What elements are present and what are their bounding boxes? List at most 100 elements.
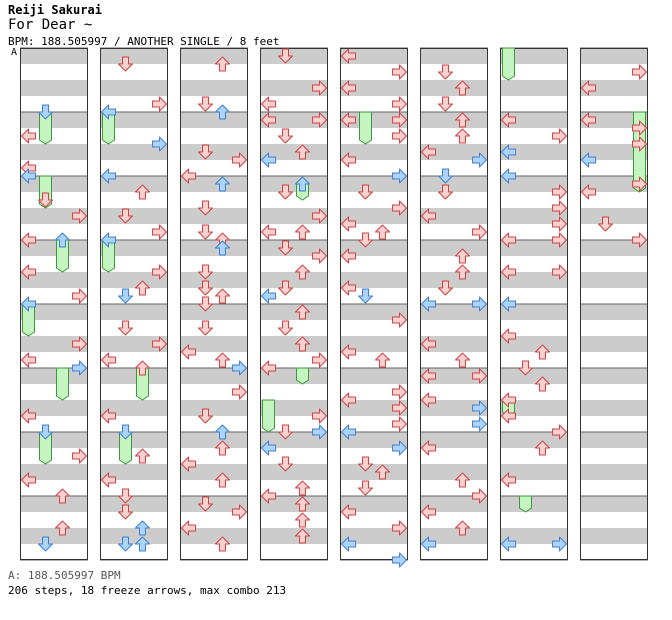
- chart-column-3: [180, 47, 248, 561]
- arrow-right-icon: [392, 416, 407, 432]
- arrow-up-icon: [215, 440, 230, 456]
- arrow-down-icon: [518, 360, 533, 376]
- arrow-right-icon: [392, 128, 407, 144]
- arrow-up-icon: [535, 344, 550, 360]
- stripe: [180, 336, 248, 352]
- stripe: [340, 304, 408, 320]
- arrow-up-icon: [295, 512, 310, 528]
- arrow-right-icon: [632, 176, 647, 192]
- arrow-right-icon: [72, 360, 87, 376]
- arrow-up-icon: [135, 280, 150, 296]
- arrow-down-icon: [198, 280, 213, 296]
- arrow-up-icon: [215, 56, 230, 72]
- stripe: [180, 48, 248, 64]
- arrow-left-icon: [101, 168, 116, 184]
- arrow-left-icon: [261, 152, 276, 168]
- arrow-left-icon: [261, 440, 276, 456]
- arrow-left-icon: [21, 296, 36, 312]
- arrow-down-icon: [38, 536, 53, 552]
- arrow-left-icon: [501, 296, 516, 312]
- arrow-left-icon: [581, 80, 596, 96]
- arrow-right-icon: [152, 96, 167, 112]
- arrow-up-icon: [135, 360, 150, 376]
- arrow-right-icon: [392, 200, 407, 216]
- stripe: [180, 432, 248, 448]
- arrow-left-icon: [341, 48, 356, 64]
- arrow-left-icon: [21, 352, 36, 368]
- arrow-left-icon: [181, 168, 196, 184]
- arrow-up-icon: [215, 176, 230, 192]
- arrow-down-icon: [278, 456, 293, 472]
- stripe: [500, 240, 568, 256]
- stripe: [100, 208, 168, 224]
- stripe: [500, 80, 568, 96]
- arrow-left-icon: [501, 472, 516, 488]
- arrow-right-icon: [552, 184, 567, 200]
- arrow-right-icon: [472, 368, 487, 384]
- stripe: [100, 48, 168, 64]
- arrow-down-icon: [438, 184, 453, 200]
- arrow-right-icon: [312, 80, 327, 96]
- arrow-up-icon: [135, 520, 150, 536]
- arrow-left-icon: [421, 296, 436, 312]
- arrow-up-icon: [535, 376, 550, 392]
- arrow-left-icon: [501, 232, 516, 248]
- stripe: [420, 208, 488, 224]
- arrow-left-icon: [421, 504, 436, 520]
- arrow-down-icon: [438, 96, 453, 112]
- arrow-left-icon: [341, 280, 356, 296]
- arrow-down-icon: [438, 168, 453, 184]
- column-border: [180, 48, 248, 560]
- arrow-down-icon: [198, 296, 213, 312]
- stripe: [420, 528, 488, 544]
- arrow-down-icon: [358, 480, 373, 496]
- stripe: [580, 48, 648, 64]
- freeze-arrow-up: [296, 367, 309, 385]
- stripe: [340, 80, 408, 96]
- stripe: [260, 144, 328, 160]
- arrow-down-icon: [118, 320, 133, 336]
- stripe: [20, 432, 88, 448]
- stripe: [500, 48, 568, 64]
- arrow-left-icon: [501, 168, 516, 184]
- stripe: [180, 528, 248, 544]
- arrow-left-icon: [421, 144, 436, 160]
- arrow-down-icon: [438, 280, 453, 296]
- stripe: [260, 336, 328, 352]
- arrow-right-icon: [312, 208, 327, 224]
- stripe: [20, 496, 88, 512]
- stripe: [580, 272, 648, 288]
- stripe: [500, 528, 568, 544]
- arrow-up-icon: [215, 240, 230, 256]
- stripe: [260, 112, 328, 128]
- stripe: [260, 240, 328, 256]
- arrow-right-icon: [632, 136, 647, 152]
- arrow-right-icon: [552, 216, 567, 232]
- stripe: [100, 528, 168, 544]
- arrow-right-icon: [552, 264, 567, 280]
- arrow-left-icon: [181, 344, 196, 360]
- stripe: [20, 464, 88, 480]
- stripe: [100, 272, 168, 288]
- stripe: [180, 304, 248, 320]
- stripe: [100, 464, 168, 480]
- arrow-left-icon: [501, 112, 516, 128]
- stripe: [100, 80, 168, 96]
- stripe: [20, 144, 88, 160]
- arrow-left-icon: [181, 520, 196, 536]
- chart-column-4: [260, 47, 328, 561]
- arrow-down-icon: [278, 128, 293, 144]
- arrow-right-icon: [392, 400, 407, 416]
- stripe: [420, 368, 488, 384]
- stripe: [20, 336, 88, 352]
- arrow-up-icon: [375, 464, 390, 480]
- stripe: [340, 208, 408, 224]
- stripe: [100, 368, 168, 384]
- arrow-right-icon: [232, 360, 247, 376]
- stripe: [500, 464, 568, 480]
- freeze-arrows: [22, 47, 646, 513]
- stripe: [260, 528, 328, 544]
- arrow-left-icon: [341, 536, 356, 552]
- freeze-arrow-left: [262, 399, 275, 433]
- stripe: [20, 240, 88, 256]
